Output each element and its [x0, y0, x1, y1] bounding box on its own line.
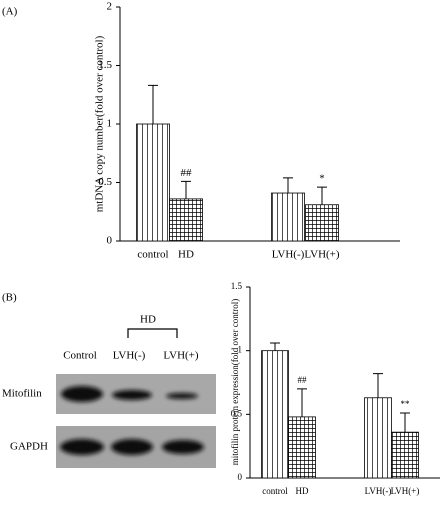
bar [305, 204, 339, 242]
y-tick-label: 1.5 [231, 281, 243, 291]
error-bar [270, 342, 280, 351]
x-tick-label: HD [178, 249, 194, 261]
y-tick-label: 0 [107, 235, 113, 247]
bar [169, 198, 203, 242]
significance-label: ## [181, 167, 193, 179]
y-tick-label: 0 [238, 472, 243, 482]
row-label: GAPDH [10, 441, 48, 453]
significance-label: * [319, 173, 325, 185]
y-tick-label: 1 [238, 345, 243, 355]
chart: mtDNA copy number(fold over control) 0 0.5… [94, 1, 400, 261]
bar [261, 350, 289, 479]
x-tick-label: control [137, 249, 168, 261]
panel-label: (B) [2, 292, 17, 304]
y-axis-label: mitofilin protein expression(fold over c… [230, 299, 240, 465]
x-tick-label: HD [296, 486, 309, 496]
error-bar [148, 84, 158, 124]
y-tick-label: 2 [107, 1, 113, 13]
bar [136, 123, 170, 242]
y-tick-label: 1 [107, 118, 113, 130]
lane-label: LVH(+) [163, 350, 198, 362]
bands [60, 386, 204, 455]
y-axis-label: mtDNA copy number(fold over control) [94, 35, 106, 212]
x-tick-label: control [262, 486, 288, 496]
significance-label: ** [401, 399, 411, 409]
error-bar [297, 388, 307, 417]
error-bar [181, 180, 191, 199]
group-label: HD [140, 314, 156, 326]
error-bar [400, 412, 410, 433]
y-tick-label: 0.5 [231, 408, 243, 418]
lane-label: LVH(-) [113, 350, 146, 362]
x-tick-label: LVH(-) [272, 249, 305, 261]
bar [271, 192, 305, 242]
bar [364, 397, 392, 479]
y-tick-label: 1.5 [98, 59, 112, 71]
panel-label: (A) [2, 6, 18, 18]
row-label: Mitofilin [2, 388, 42, 400]
western-blot: HD Control LVH(-) LVH(+) Mitofilin GAPDH [2, 314, 216, 468]
bar [391, 431, 419, 479]
x-tick-label: LVH(-) [365, 486, 392, 496]
x-tick-label: LVH(+) [391, 486, 420, 496]
error-bar [317, 186, 327, 205]
y-tick-label: 0.5 [98, 176, 112, 188]
error-bar [373, 373, 383, 398]
error-bar [283, 177, 293, 194]
x-tick-label: LVH(+) [304, 249, 339, 261]
lane-label: Control [63, 350, 97, 362]
bar [288, 416, 316, 479]
significance-label: ## [298, 375, 308, 385]
bracket [127, 328, 178, 338]
chart: mitofilin protein expression(fold over c… [230, 281, 440, 496]
